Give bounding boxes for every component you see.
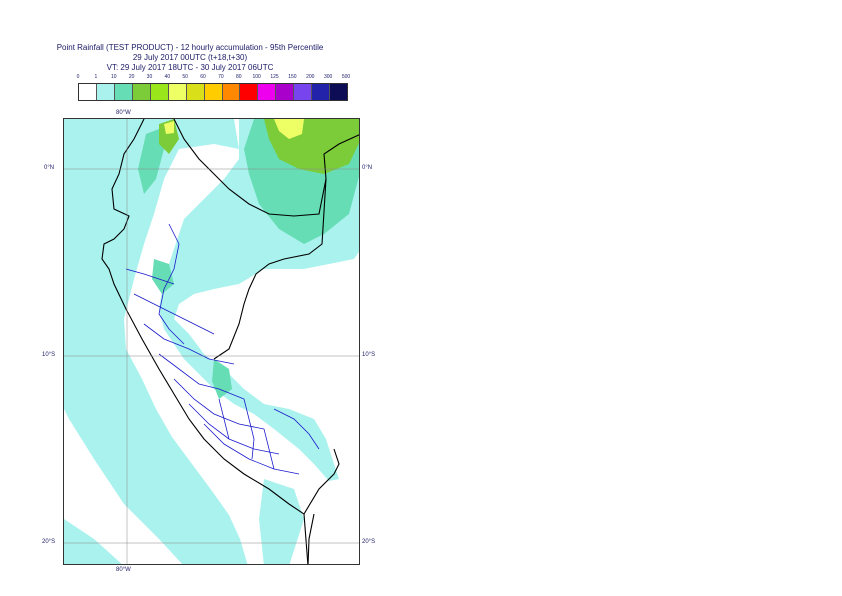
- legend-label: 10: [110, 74, 117, 80]
- lat-label-left-0: 0°N: [44, 165, 55, 171]
- legend-swatch: [79, 84, 97, 100]
- base-time: 29 July 2017 00UTC (t+18,t+30): [132, 53, 248, 62]
- legend-label: 40: [164, 74, 171, 80]
- legend-swatch: [312, 84, 331, 100]
- legend-swatch: [222, 84, 241, 100]
- legend-label: 1: [94, 74, 98, 80]
- legend-swatch: [186, 84, 205, 100]
- graticule: [64, 119, 359, 564]
- legend-swatch: [330, 84, 348, 100]
- lat-label-left-20: 20°S: [42, 539, 56, 545]
- lat-label-right-0: 0°N: [362, 165, 373, 171]
- legend-swatch: [258, 84, 277, 100]
- rainfall-map: [64, 119, 359, 564]
- legend-swatch: [294, 84, 313, 100]
- legend-swatch: [204, 84, 223, 100]
- legend-label: 0: [76, 74, 80, 80]
- lat-label-left-10: 10°S: [42, 352, 56, 358]
- legend-label: 150: [288, 74, 297, 80]
- legend-swatch: [168, 84, 187, 100]
- legend-label: 20: [128, 74, 135, 80]
- title-block: Point Rainfall (TEST PRODUCT) - 12 hourl…: [40, 43, 340, 73]
- legend-color-bar: [78, 83, 348, 101]
- legend-label: 80: [236, 74, 242, 80]
- lat-label-right-20: 20°S: [362, 539, 376, 545]
- legend-label: 100: [252, 74, 261, 80]
- legend-swatch: [276, 84, 295, 100]
- legend-swatch: [96, 84, 115, 100]
- lon-label-top: 80°W: [116, 110, 131, 116]
- legend-label: 30: [146, 74, 153, 80]
- lat-label-right-10: 10°S: [362, 352, 376, 358]
- map-title: Point Rainfall (TEST PRODUCT) - 12 hourl…: [56, 43, 324, 52]
- legend-label: 50: [182, 74, 188, 80]
- legend-label: 200: [306, 74, 315, 80]
- legend-label: 125: [270, 74, 279, 80]
- legend-swatch: [114, 84, 133, 100]
- rainfall-30-50-field: [164, 119, 304, 139]
- legend-label: 70: [218, 74, 224, 80]
- valid-time: VT: 29 July 2017 18UTC - 30 July 2017 06…: [106, 63, 274, 72]
- legend-label: 500: [341, 74, 351, 80]
- country-borders: [101, 119, 359, 564]
- color-legend: 0 1 10 20 30 40 50 60 70 80 100 125 150 200 300 500: [76, 74, 351, 101]
- regional-borders: [125, 223, 320, 475]
- legend-label: 300: [323, 74, 333, 80]
- legend-swatch: [150, 84, 169, 100]
- legend-swatch: [132, 84, 151, 100]
- legend-labels: 0 1 10 20 30 40 50 60 70 80 100 125 150 200 300 500: [76, 74, 351, 84]
- lon-label-bottom: 80°W: [116, 567, 131, 573]
- legend-label: 60: [200, 74, 206, 80]
- map-panel: [63, 118, 360, 565]
- legend-swatch: [240, 84, 259, 100]
